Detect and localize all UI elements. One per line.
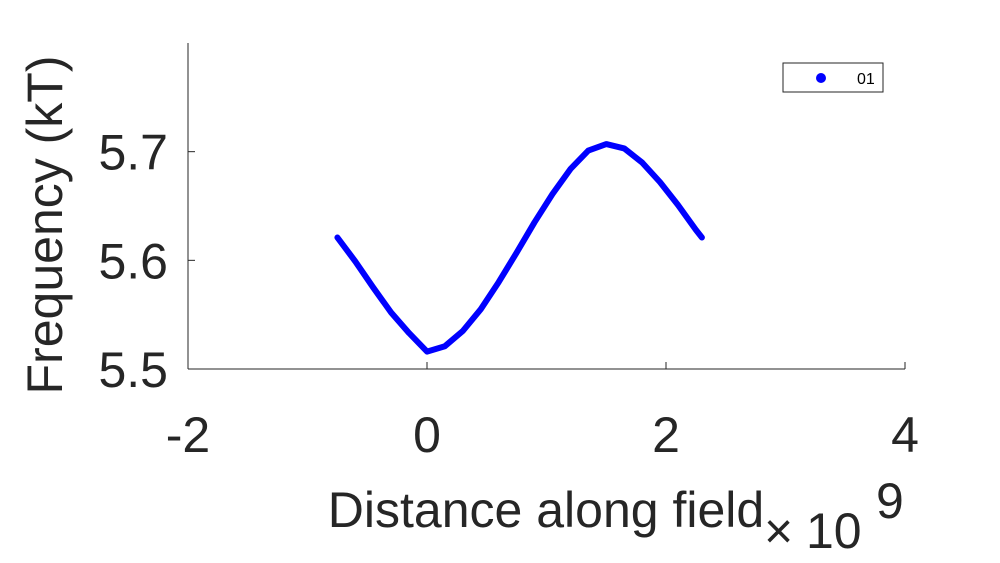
data-point: [406, 330, 412, 336]
legend-box: [782, 62, 884, 93]
data-point: [603, 141, 609, 147]
data-point: [514, 250, 520, 256]
legend: 01: [782, 62, 884, 93]
axes: [187, 43, 905, 370]
y-tick-label: 5.6: [98, 233, 168, 289]
data-point: [639, 160, 645, 165]
y-axis-label: Frequency (kT): [17, 56, 73, 395]
x-tick-label: 0: [413, 407, 441, 463]
data-point: [621, 145, 627, 151]
data-point: [550, 191, 555, 197]
data-point: [693, 227, 699, 233]
series-line: [334, 141, 705, 355]
data-point: [657, 179, 663, 185]
data-point: [532, 219, 537, 225]
x-axis-label: Distance along field: [328, 482, 764, 538]
y-ticks: 5.5 5.6 5.7: [98, 125, 195, 398]
x-axis-exponent: × 10 9: [764, 473, 904, 559]
exponent-times-sign: ×: [764, 503, 793, 559]
series-layer: [334, 141, 705, 355]
data-point: [388, 310, 394, 315]
data-point: [496, 279, 502, 285]
x-ticks: -2 0 2 4: [166, 362, 919, 463]
y-tick-label: 5.5: [98, 342, 168, 398]
data-point: [352, 258, 358, 264]
y-tick-label: 5.7: [98, 125, 168, 181]
data-point: [442, 343, 448, 349]
data-point: [585, 148, 591, 154]
exponent-power: 9: [876, 473, 904, 529]
data-point: [699, 235, 705, 240]
x-tick-label: -2: [166, 407, 210, 463]
data-point: [424, 349, 430, 355]
x-tick-label: 4: [891, 407, 919, 463]
data-point: [370, 285, 376, 290]
data-point: [478, 306, 484, 312]
data-point: [334, 235, 340, 240]
exponent-base: 10: [806, 503, 862, 559]
x-tick-label: 2: [652, 407, 680, 463]
data-point: [567, 166, 573, 172]
data-point: [460, 328, 466, 334]
legend-marker: [816, 73, 826, 83]
data-point: [675, 202, 681, 208]
legend-entry-label: 01: [857, 71, 875, 88]
